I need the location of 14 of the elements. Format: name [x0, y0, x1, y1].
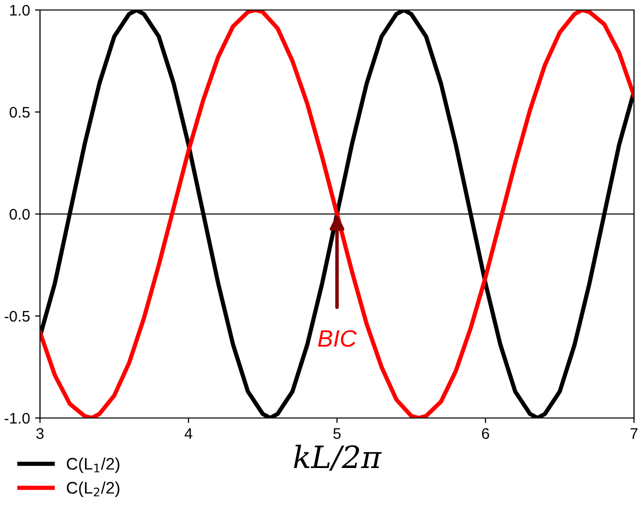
x-tick-label: 6 [482, 428, 490, 439]
y-tick-label: -0.5 [4, 310, 30, 322]
legend-label: C(L$_{1}$/2) [66, 457, 120, 474]
annotation: BIC [318, 330, 357, 347]
y-tick-label: 1.0 [10, 4, 30, 16]
legend-label: C(L$_{2}$/2) [66, 481, 120, 498]
y-tick-label: 0.0 [10, 208, 30, 220]
y-tick-label: 0.5 [10, 106, 30, 118]
x-tick-label: 4 [184, 428, 192, 439]
x-tick-label: 3 [36, 428, 44, 439]
x-tick-label: 5 [333, 428, 341, 439]
x-tick-label: 7 [630, 428, 638, 439]
x-axis-title: kL/2π [294, 444, 382, 471]
y-tick-label: -1.0 [4, 412, 30, 424]
